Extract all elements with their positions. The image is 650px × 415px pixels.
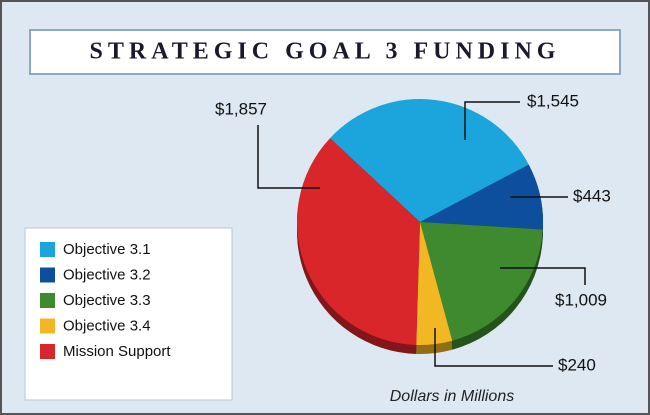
data-label: $1,857	[215, 99, 267, 118]
annotation: Dollars in Millions	[390, 388, 514, 405]
legend-box	[24, 227, 233, 401]
leader-line	[464, 101, 520, 140]
legend-swatch	[40, 267, 55, 283]
legend-swatch	[40, 318, 55, 334]
data-label: $1,545	[527, 91, 579, 110]
data-label: $240	[558, 355, 596, 374]
leader-line	[434, 328, 553, 367]
legend-label: Mission Support	[63, 343, 171, 360]
leader-line	[257, 125, 320, 189]
slice	[296, 138, 420, 345]
slice	[420, 164, 543, 230]
leader-line	[500, 267, 586, 285]
slice	[420, 222, 543, 341]
slice	[330, 98, 529, 222]
legend-label: Objective 3.3	[63, 292, 151, 309]
data-label: $443	[573, 186, 611, 205]
legend-swatch	[40, 293, 55, 308]
data-label: $1,009	[555, 290, 607, 309]
legend-label: Objective 3.2	[63, 266, 151, 283]
legend-swatch	[40, 344, 55, 359]
legend-label: Objective 3.1	[63, 241, 151, 258]
legend-swatch	[40, 242, 55, 257]
legend-label: Objective 3.4	[63, 317, 151, 334]
chart-title: STRATEGIC GOAL 3 FUNDING	[90, 39, 561, 65]
title-box	[29, 29, 621, 75]
slice	[416, 222, 453, 345]
